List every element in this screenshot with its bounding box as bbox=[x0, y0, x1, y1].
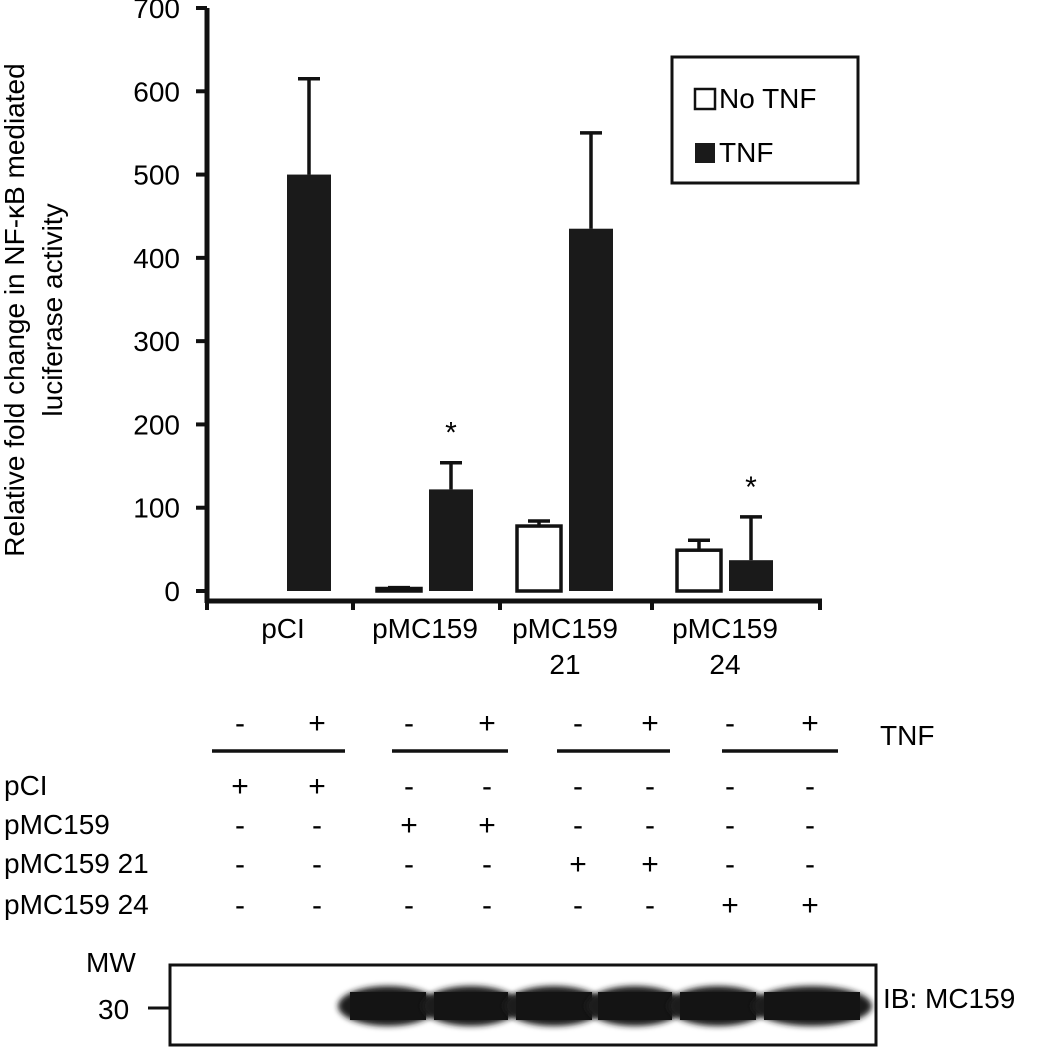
condition-sign: - bbox=[573, 809, 583, 842]
legend-swatch-tnf bbox=[695, 143, 715, 163]
tnf-sign: - bbox=[573, 707, 583, 740]
y-axis-label-line-2: luciferase activity bbox=[37, 203, 68, 416]
condition-sign: - bbox=[312, 848, 322, 881]
category-label: 24 bbox=[709, 649, 740, 680]
western-blot: MW 30 IB: MC159 bbox=[86, 947, 1015, 1047]
blot-bands bbox=[338, 986, 872, 1026]
condition-sign: + bbox=[308, 770, 326, 803]
condition-sign: - bbox=[235, 889, 245, 922]
condition-sign: + bbox=[641, 848, 659, 881]
condition-signs: - + - + - + - + + + - - - - - - - - + + - - - - - - - - + + - - - - - - - - + + bbox=[231, 707, 819, 922]
mw-label: MW bbox=[86, 947, 136, 978]
row-label-pmc159-24: pMC159 24 bbox=[4, 889, 149, 920]
condition-sign: - bbox=[312, 889, 322, 922]
ib-label: IB: MC159 bbox=[883, 983, 1015, 1014]
blot-band-core bbox=[516, 992, 592, 1020]
legend-label-tnf: TNF bbox=[719, 137, 773, 168]
condition-sign: - bbox=[573, 770, 583, 803]
condition-sign: - bbox=[725, 770, 735, 803]
condition-sign: - bbox=[805, 848, 815, 881]
error-bars bbox=[298, 77, 762, 590]
y-tick-label: 0 bbox=[164, 576, 180, 607]
x-axis-ticks bbox=[205, 601, 822, 610]
bar-tnf bbox=[729, 560, 773, 591]
category-label: pMC159 bbox=[672, 613, 778, 644]
blot-band-core bbox=[680, 992, 756, 1020]
category-labels: pCI pMC159 pMC159 21 pMC159 24 bbox=[261, 613, 778, 680]
condition-sign: - bbox=[645, 809, 655, 842]
condition-sign: + bbox=[400, 809, 418, 842]
blot-band-core bbox=[764, 992, 860, 1020]
y-tick-label: 700 bbox=[133, 0, 180, 24]
tnf-row-label: TNF bbox=[880, 720, 934, 751]
y-tick-label: 400 bbox=[133, 243, 180, 274]
condition-table: TNF pCI pMC159 pMC159 21 pMC159 24 - + - + -… bbox=[4, 707, 934, 922]
condition-sign: - bbox=[404, 770, 414, 803]
category-label: pCI bbox=[261, 613, 305, 644]
condition-sign: + bbox=[721, 889, 739, 922]
y-axis-label: Relative fold change in NF-κB mediated l… bbox=[0, 63, 68, 556]
condition-sign: - bbox=[312, 809, 322, 842]
bar-tnf bbox=[569, 228, 613, 591]
y-axis-ticks: 0 100 200 300 400 500 600 700 bbox=[133, 0, 207, 607]
bar-no-tnf bbox=[515, 524, 563, 593]
condition-sign: - bbox=[645, 770, 655, 803]
blot-band-core bbox=[434, 992, 508, 1020]
tnf-sign: + bbox=[641, 707, 659, 740]
y-tick-label: 500 bbox=[133, 160, 180, 191]
legend-label-no-tnf: No TNF bbox=[719, 83, 817, 114]
condition-sign: - bbox=[482, 848, 492, 881]
tnf-sign: - bbox=[725, 707, 735, 740]
tnf-sign: + bbox=[308, 707, 326, 740]
row-label-pmc159-21: pMC159 21 bbox=[4, 848, 149, 879]
row-label-pci: pCI bbox=[4, 770, 48, 801]
category-label: 21 bbox=[549, 649, 580, 680]
y-axis-label-line-1: Relative fold change in NF-κB mediated bbox=[0, 63, 30, 556]
tnf-sign: + bbox=[478, 707, 496, 740]
condition-sign: - bbox=[805, 809, 815, 842]
condition-sign: + bbox=[231, 770, 249, 803]
category-label: pMC159 bbox=[512, 613, 618, 644]
condition-sign: - bbox=[645, 889, 655, 922]
condition-sign: - bbox=[404, 889, 414, 922]
legend-swatch-no-tnf bbox=[693, 87, 717, 111]
condition-sign: - bbox=[805, 770, 815, 803]
y-tick-label: 600 bbox=[133, 76, 180, 107]
condition-sign: - bbox=[573, 889, 583, 922]
condition-sign: + bbox=[569, 848, 587, 881]
row-label-pmc159: pMC159 bbox=[4, 809, 110, 840]
condition-sign: - bbox=[404, 848, 414, 881]
significance-asterisk: * bbox=[445, 417, 457, 450]
bars bbox=[287, 174, 773, 593]
condition-sign: + bbox=[478, 809, 496, 842]
condition-sign: - bbox=[482, 770, 492, 803]
significance-annotations: ** bbox=[445, 417, 757, 504]
y-tick-label: 200 bbox=[133, 409, 180, 440]
condition-sign: + bbox=[801, 889, 819, 922]
blot-band-core bbox=[598, 992, 672, 1020]
bar-no-tnf bbox=[675, 548, 723, 593]
y-tick-label: 100 bbox=[133, 493, 180, 524]
bar-tnf bbox=[429, 489, 473, 591]
tnf-sign: - bbox=[404, 707, 414, 740]
mw-marker-30: 30 bbox=[98, 994, 129, 1025]
bar-tnf bbox=[287, 174, 331, 592]
tnf-sign: + bbox=[801, 707, 819, 740]
tnf-sign: - bbox=[235, 707, 245, 740]
condition-sign: - bbox=[482, 889, 492, 922]
condition-sign: - bbox=[235, 809, 245, 842]
condition-sign: - bbox=[725, 848, 735, 881]
condition-sign: - bbox=[235, 848, 245, 881]
condition-sign: - bbox=[725, 809, 735, 842]
significance-asterisk: * bbox=[745, 471, 757, 504]
blot-band-core bbox=[350, 992, 426, 1020]
legend: No TNF TNF bbox=[670, 55, 860, 185]
y-tick-label: 300 bbox=[133, 326, 180, 357]
category-label: pMC159 bbox=[372, 613, 478, 644]
